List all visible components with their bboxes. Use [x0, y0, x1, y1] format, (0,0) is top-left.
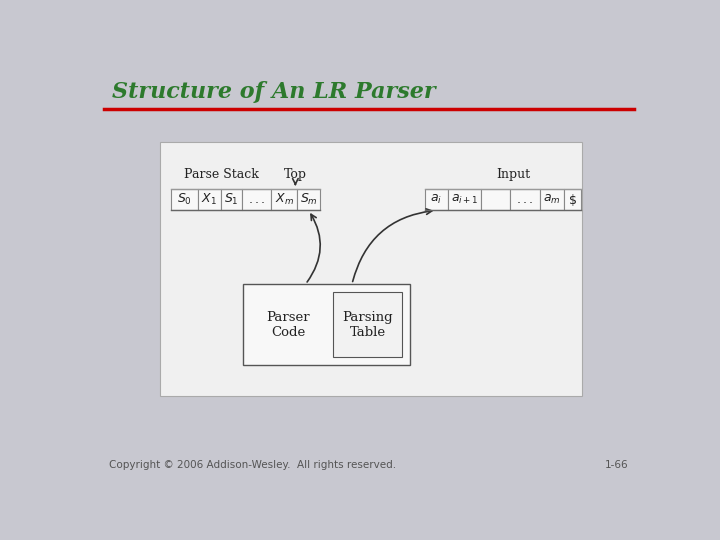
Text: $...$: $...$ [516, 193, 534, 206]
Text: Structure of An LR Parser: Structure of An LR Parser [112, 81, 436, 103]
Text: Parse Stack: Parse Stack [184, 168, 259, 181]
Text: Copyright © 2006 Addison-Wesley.  All rights reserved.: Copyright © 2006 Addison-Wesley. All rig… [109, 460, 397, 470]
Bar [564, 189, 581, 210]
Bar [448, 189, 481, 210]
Text: $a_i$: $a_i$ [431, 193, 443, 206]
Text: $\$$: $\$$ [568, 192, 577, 207]
Bar [510, 189, 539, 210]
Bar [539, 189, 564, 210]
Text: $a_{i+1}$: $a_{i+1}$ [451, 193, 478, 206]
Text: Parsing
Table: Parsing Table [342, 310, 393, 339]
Text: $S_m$: $S_m$ [300, 192, 318, 207]
Text: Input: Input [496, 168, 530, 181]
Text: $S_1$: $S_1$ [224, 192, 239, 207]
Bar [271, 189, 297, 210]
Bar [221, 189, 242, 210]
Bar [243, 284, 410, 365]
Text: $...$: $...$ [248, 193, 266, 206]
FancyArrowPatch shape [353, 209, 432, 281]
Bar [297, 189, 320, 210]
Bar [242, 189, 271, 210]
Text: Top: Top [284, 168, 307, 181]
Text: $a_m$: $a_m$ [543, 193, 561, 206]
FancyArrowPatch shape [307, 214, 320, 282]
Text: 1-66: 1-66 [605, 460, 629, 470]
Bar [171, 189, 198, 210]
Text: $X_m$: $X_m$ [274, 192, 294, 207]
Bar [481, 189, 510, 210]
Bar [198, 189, 221, 210]
Text: $S_0$: $S_0$ [177, 192, 192, 207]
Text: $X_1$: $X_1$ [202, 192, 217, 207]
Bar [333, 292, 402, 357]
Bar [425, 189, 448, 210]
Text: Parser
Code: Parser Code [266, 310, 310, 339]
Bar [160, 142, 582, 396]
